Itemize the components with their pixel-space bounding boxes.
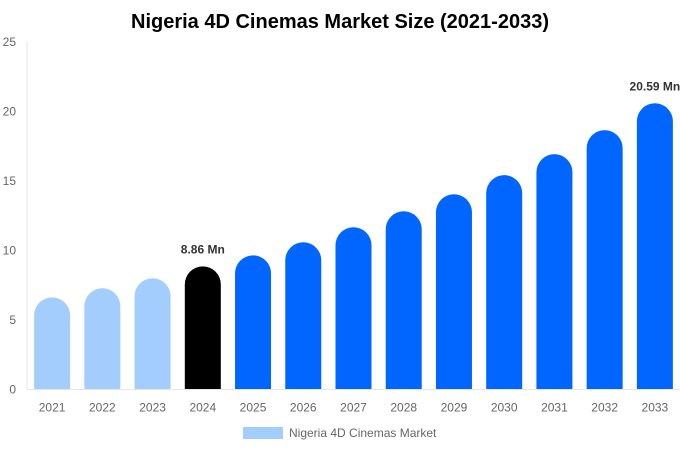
- data-labels: 8.86 Mn 20.59 Mn: [181, 79, 680, 256]
- bar-2022[interactable]: [84, 288, 121, 390]
- y-axis: 0 5 10 15 20 25: [3, 35, 28, 397]
- bar-2026[interactable]: [285, 242, 322, 390]
- bar-2028[interactable]: [385, 211, 422, 390]
- bar-2021[interactable]: [34, 297, 71, 390]
- bar-2032[interactable]: [586, 130, 623, 390]
- x-tick-label: 2029: [441, 401, 468, 415]
- x-tick-label: 2026: [290, 401, 317, 415]
- bar-2023[interactable]: [134, 278, 171, 390]
- x-tick-label: 2022: [89, 401, 116, 415]
- x-tick-label: 2023: [139, 401, 166, 415]
- x-tick-label: 2024: [189, 401, 216, 415]
- bar-2033[interactable]: [636, 103, 673, 390]
- x-tick-label: 2027: [340, 401, 367, 415]
- x-tick-label: 2031: [541, 401, 568, 415]
- x-tick-label: 2021: [39, 401, 66, 415]
- x-tick-label: 2025: [240, 401, 267, 415]
- bar-2027[interactable]: [335, 227, 372, 390]
- x-tick-label: 2032: [591, 401, 618, 415]
- data-label: 20.59 Mn: [630, 79, 680, 93]
- x-tick-label: 2033: [642, 401, 669, 415]
- x-axis: 2021 2022 2023 2024 2025 2026 2027 2028 2029 2030…: [27, 389, 680, 415]
- bar-2031[interactable]: [536, 154, 573, 390]
- y-tick-label: 20: [3, 105, 17, 119]
- y-tick-label: 0: [9, 383, 16, 397]
- x-tick-label: 2030: [491, 401, 518, 415]
- x-tick-label: 2028: [390, 401, 417, 415]
- legend[interactable]: Nigeria 4D Cinemas Market: [243, 426, 437, 440]
- legend-label: Nigeria 4D Cinemas Market: [289, 426, 437, 440]
- y-tick-label: 15: [3, 174, 17, 188]
- legend-swatch: [243, 427, 283, 439]
- bars: [34, 103, 673, 390]
- y-tick-label: 5: [9, 313, 16, 327]
- y-tick-label: 25: [3, 35, 17, 49]
- bar-2024[interactable]: [184, 266, 221, 390]
- bar-2030[interactable]: [486, 175, 523, 390]
- bar-2025[interactable]: [235, 255, 272, 390]
- chart-title: Nigeria 4D Cinemas Market Size (2021-203…: [131, 11, 549, 33]
- bar-2029[interactable]: [435, 194, 472, 390]
- data-label: 8.86 Mn: [181, 242, 225, 256]
- y-tick-label: 10: [3, 244, 17, 258]
